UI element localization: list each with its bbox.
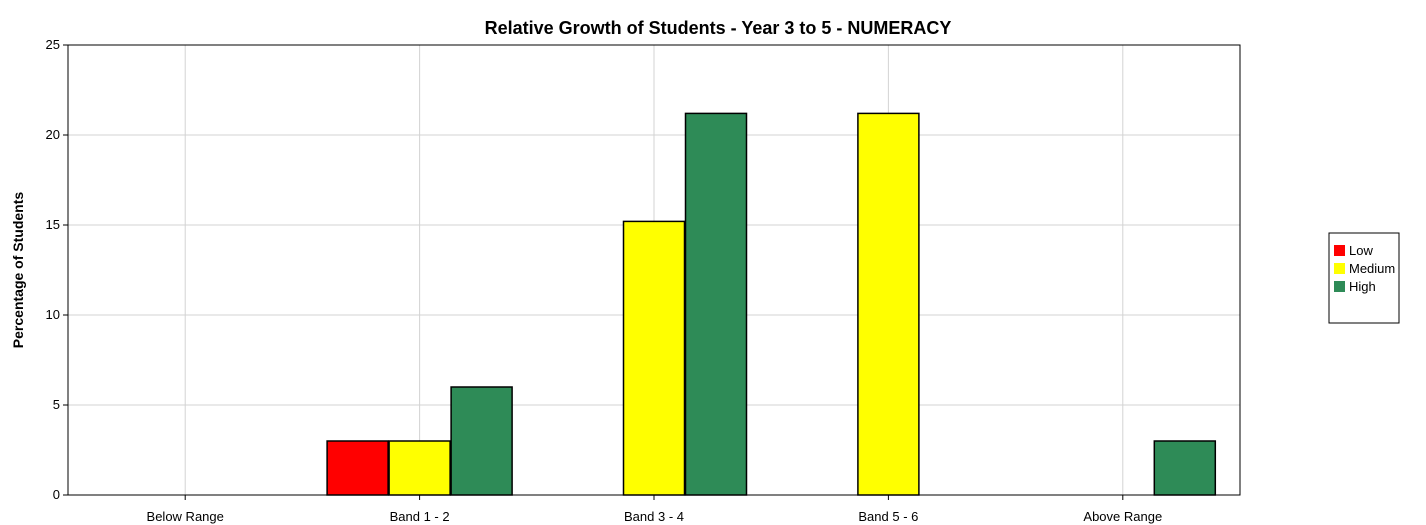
y-tick-label: 0 [53, 487, 60, 502]
bar-high [1153, 440, 1217, 496]
y-tick-label: 5 [53, 397, 60, 412]
x-tick-label: Above Range [1083, 509, 1162, 524]
legend-label-low: Low [1349, 243, 1373, 258]
bar-medium [857, 112, 920, 496]
bar-low [326, 440, 389, 496]
y-axis-label: Percentage of Students [10, 192, 26, 349]
legend: Low Medium High [1328, 232, 1400, 324]
legend-label-medium: Medium [1349, 261, 1395, 276]
x-tick-label: Band 1 - 2 [390, 509, 450, 524]
legend-swatch-high [1334, 281, 1345, 292]
x-tick-label: Band 3 - 4 [624, 509, 684, 524]
y-tick-label: 25 [46, 37, 60, 52]
y-tick-label: 20 [46, 127, 60, 142]
legend-swatch-medium [1334, 263, 1345, 274]
x-tick-label: Below Range [147, 509, 224, 524]
plot-border [67, 44, 1241, 496]
chart-title: Relative Growth of Students - Year 3 to … [485, 18, 952, 38]
axes: 0 5 10 15 20 25 Below Range Band 1 - 2 Band 3 - … [46, 37, 1241, 524]
y-tick-label: 15 [46, 217, 60, 232]
bar-medium [388, 440, 451, 496]
bar-high [450, 386, 513, 496]
bar-medium [622, 220, 686, 496]
legend-swatch-low [1334, 245, 1345, 256]
legend-label-high: High [1349, 279, 1376, 294]
bar-high [684, 112, 748, 496]
y-tick-label: 10 [46, 307, 60, 322]
x-tick-label: Band 5 - 6 [858, 509, 918, 524]
